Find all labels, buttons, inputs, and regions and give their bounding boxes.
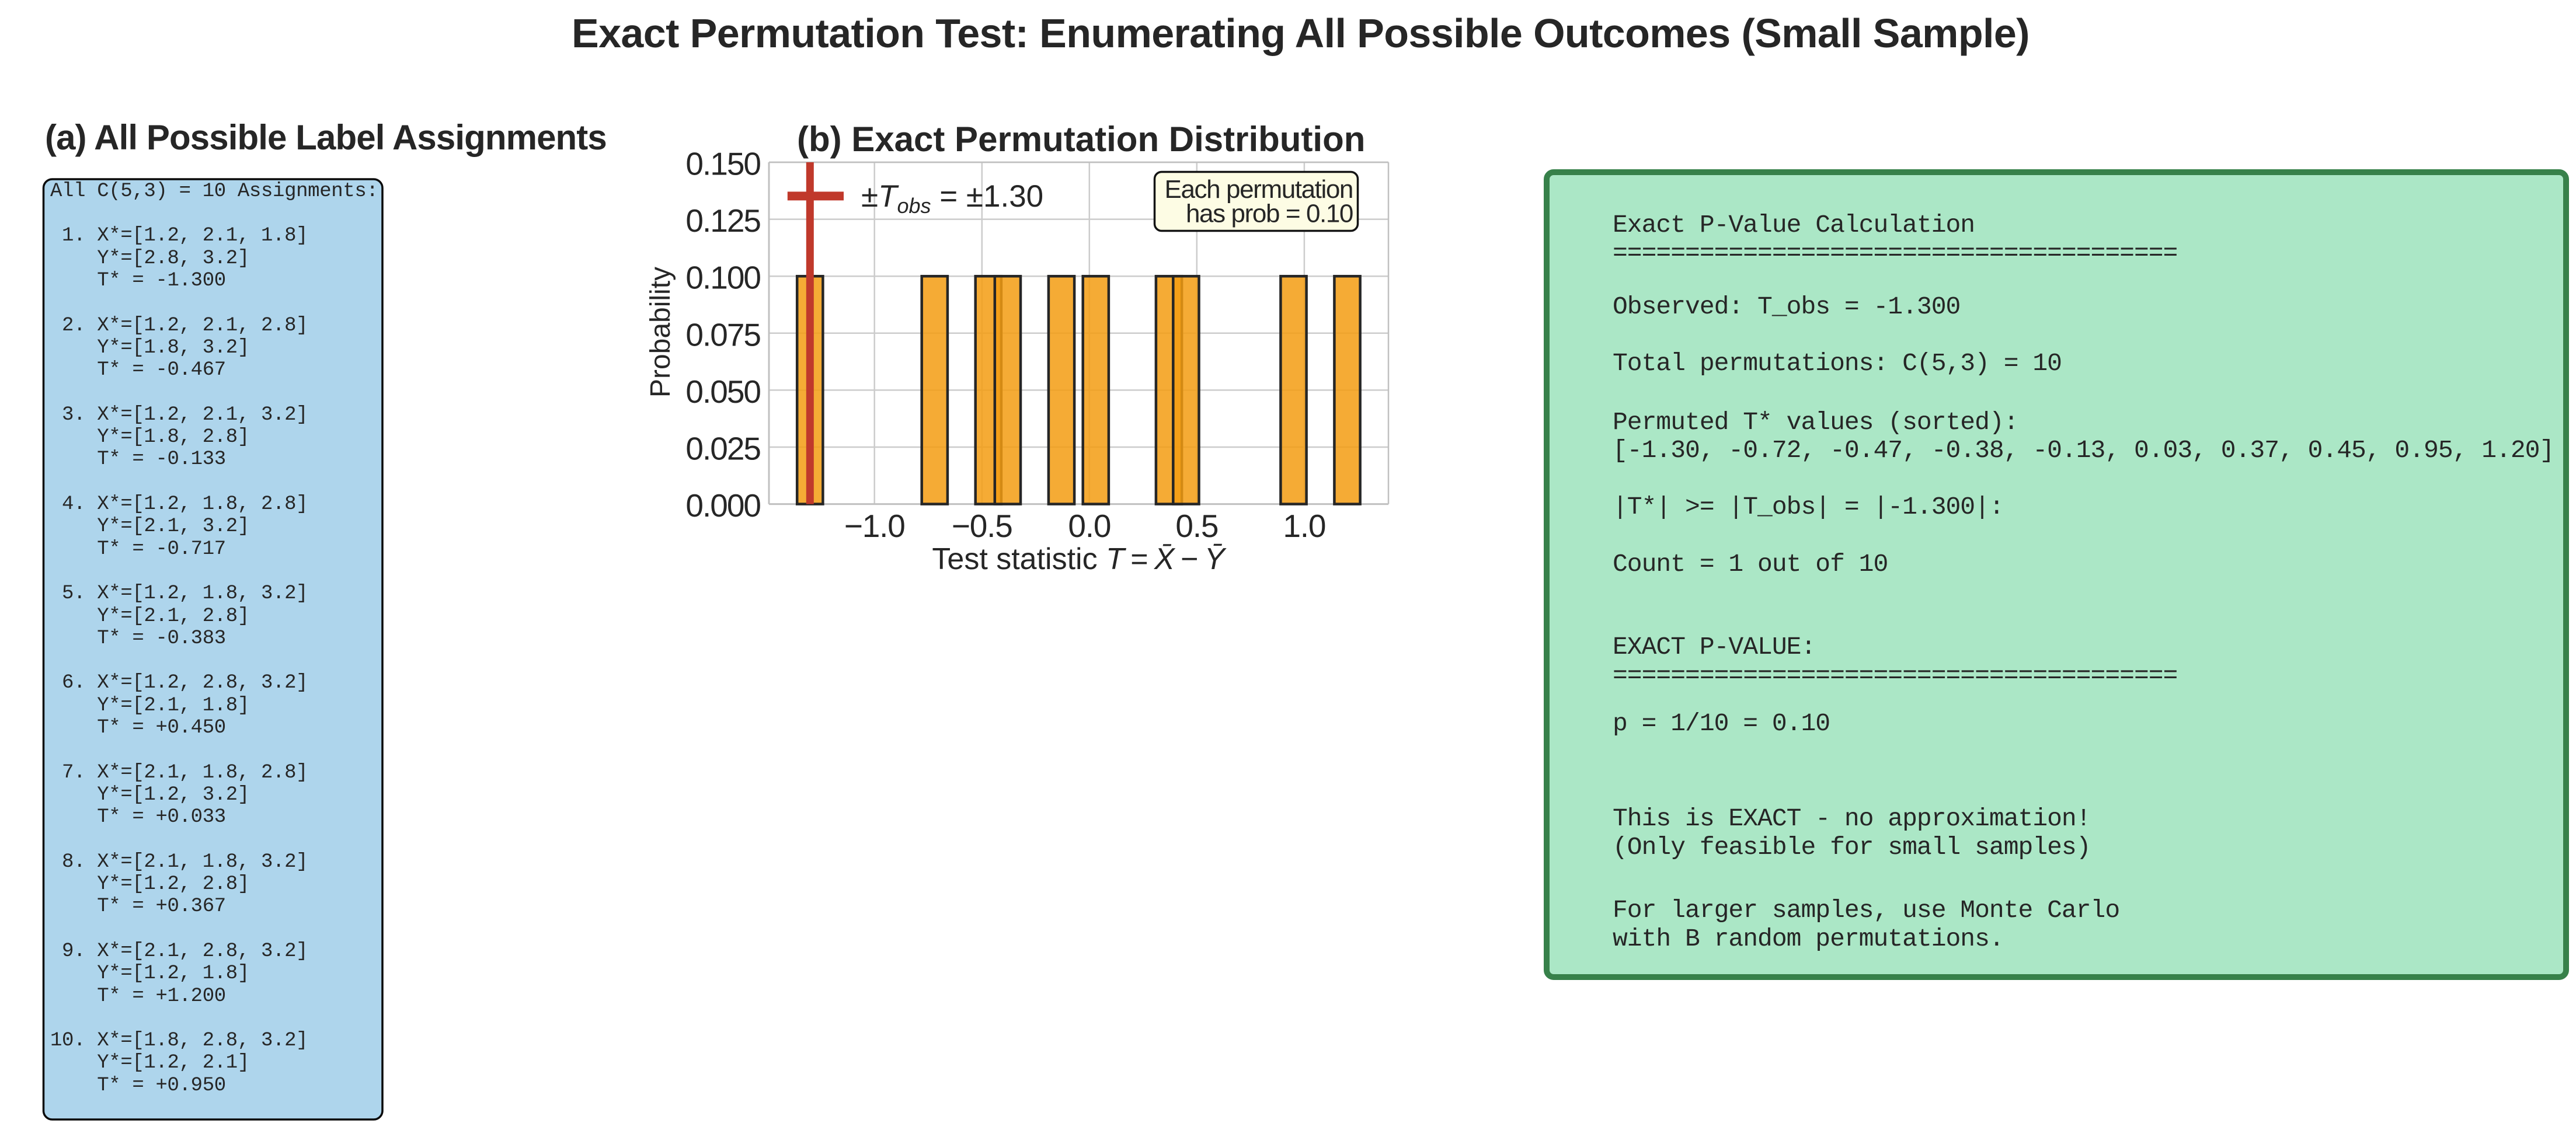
svg-text:−1.0: −1.0 bbox=[844, 508, 905, 544]
svg-text:0.050: 0.050 bbox=[685, 374, 760, 410]
svg-text:0.150: 0.150 bbox=[685, 146, 760, 182]
svg-text:0.0: 0.0 bbox=[1068, 508, 1111, 544]
svg-text:0.025: 0.025 bbox=[685, 431, 760, 467]
svg-text:0.125: 0.125 bbox=[685, 203, 760, 239]
svg-text:Exact Permutation Test: Enumer: Exact Permutation Test: Enumerating All … bbox=[572, 11, 2030, 56]
svg-text:has prob = 0.10: has prob = 0.10 bbox=[1186, 200, 1353, 228]
svg-text:(b) Exact Permutation Distribu: (b) Exact Permutation Distribution bbox=[797, 120, 1365, 159]
svg-text:0.100: 0.100 bbox=[685, 260, 760, 296]
svg-text:Test statistic T = X̄ − Ȳ: Test statistic T = X̄ − Ȳ bbox=[932, 542, 1226, 576]
svg-text:1.0: 1.0 bbox=[1283, 508, 1325, 544]
svg-text:±Tobs = ±1.30: ±Tobs = ±1.30 bbox=[861, 179, 1043, 218]
svg-text:0.5: 0.5 bbox=[1175, 508, 1218, 544]
svg-text:(a) All Possible Label Assignm: (a) All Possible Label Assignments bbox=[45, 118, 607, 157]
svg-text:0.075: 0.075 bbox=[685, 316, 760, 353]
svg-text:0.000: 0.000 bbox=[685, 487, 760, 524]
svg-text:−0.5: −0.5 bbox=[952, 508, 1012, 544]
svg-text:Each permutation: Each permutation bbox=[1165, 175, 1353, 204]
svg-text:Probability: Probability bbox=[645, 267, 676, 397]
